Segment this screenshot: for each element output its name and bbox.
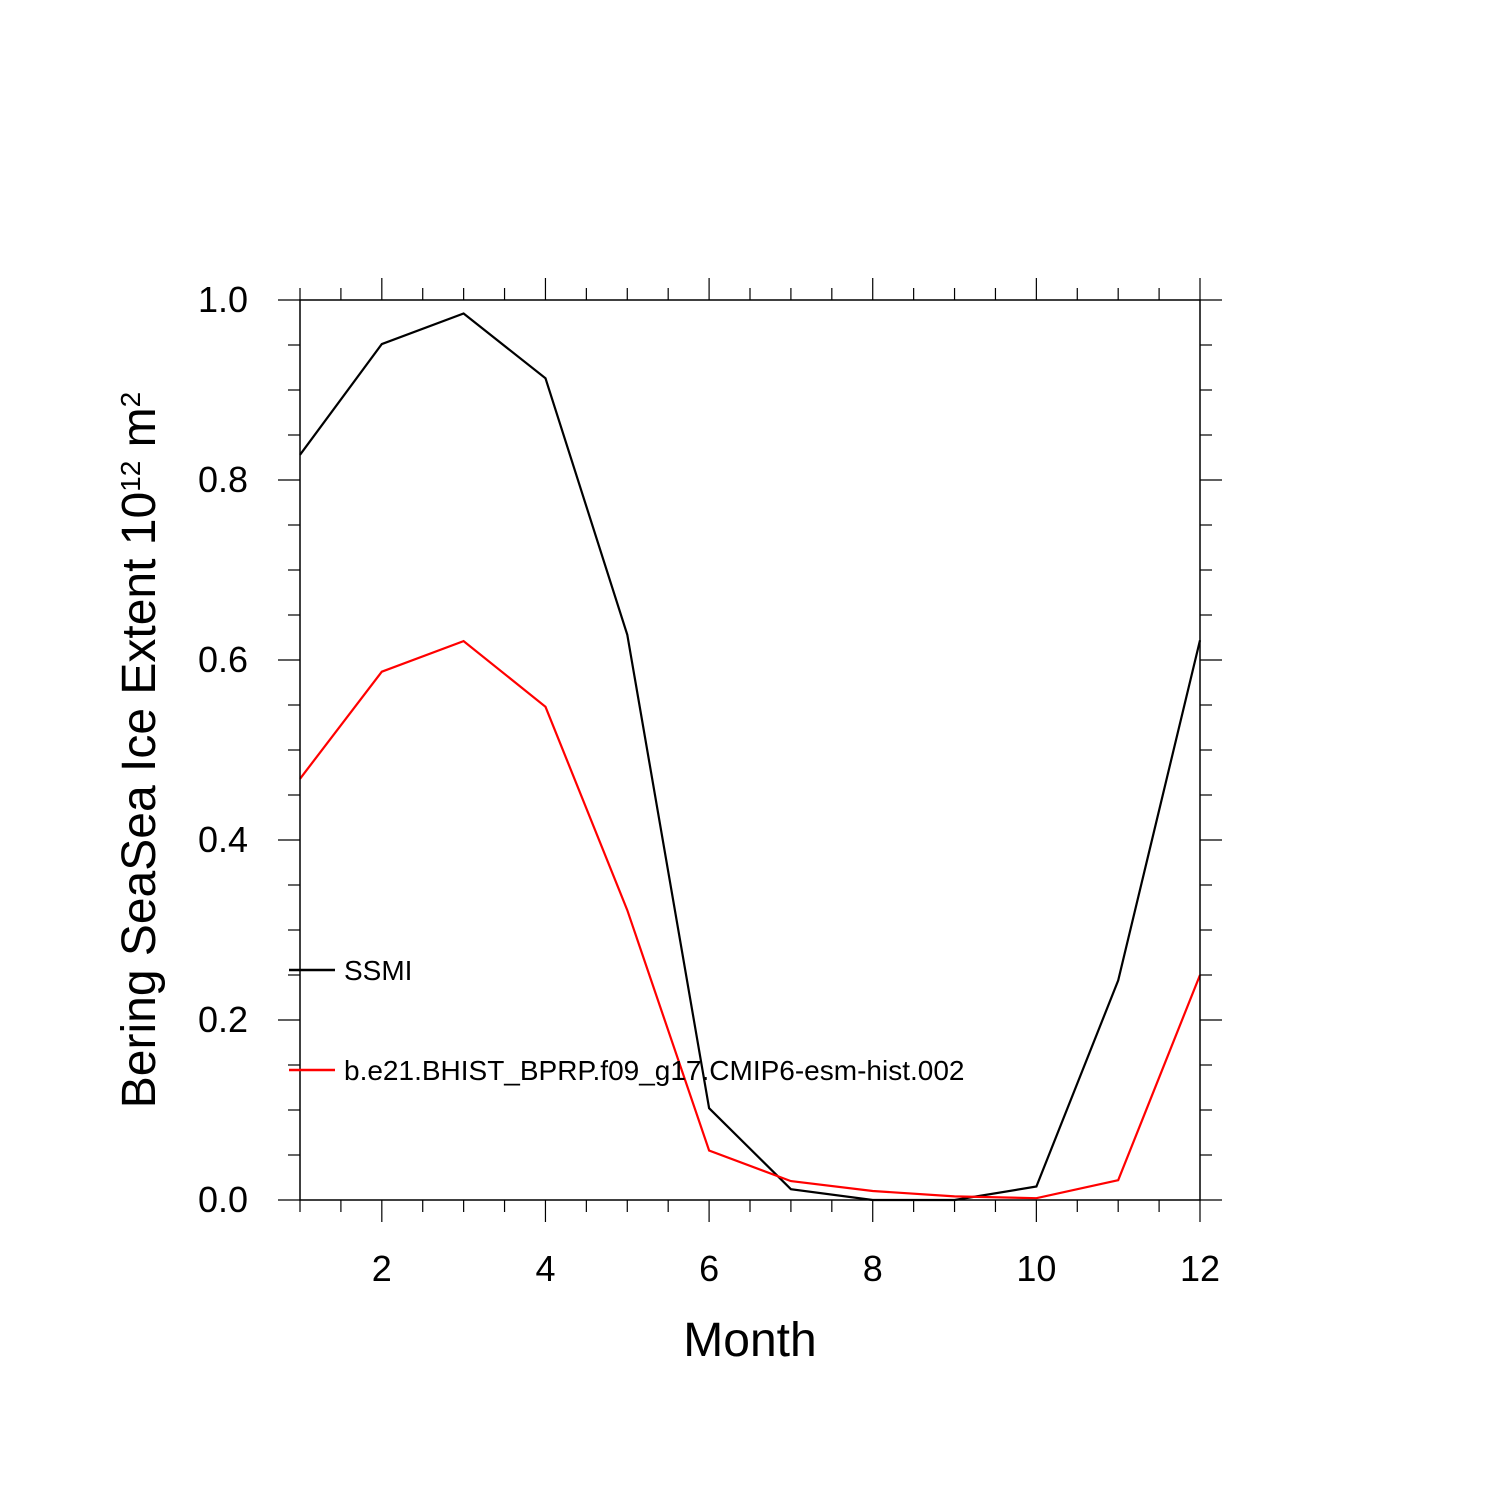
- y-axis-title-unit-exponent: 2: [115, 392, 146, 408]
- x-tick-label: 6: [699, 1248, 719, 1289]
- x-tick-label: 12: [1180, 1248, 1220, 1289]
- legend-label-model: b.e21.BHIST_BPRP.f09_g17.CMIP6-esm-hist.…: [344, 1055, 964, 1086]
- series-lines: [299, 312, 1202, 1202]
- tick-labels: 2 4 6 8 10 12 0.0 0.2 0.4 0.6 0.8 1.0: [198, 279, 1220, 1289]
- plot-frame: [299, 299, 1201, 1201]
- y-tick-label: 0.2: [198, 999, 248, 1040]
- x-axis-title: Month: [683, 1314, 816, 1367]
- y-tick-label: 0.8: [198, 459, 248, 500]
- y-axis-title-exponent: 12: [115, 461, 146, 492]
- y-tick-label: 1.0: [198, 279, 248, 320]
- y-tick-label: 0.0: [198, 1179, 248, 1220]
- y-axis-title-unit-spacer: [113, 447, 166, 460]
- axis-ticks: [278, 278, 1222, 1222]
- x-tick-label: 4: [535, 1248, 555, 1289]
- y-tick-label: 0.4: [198, 819, 248, 860]
- series-line-model: [299, 639, 1202, 1200]
- y-tick-label: 0.6: [198, 639, 248, 680]
- y-axis-title-main: Bering SeaSea Ice Extent 10: [113, 492, 166, 1108]
- y-axis-title-unit: m: [113, 407, 166, 447]
- series-line-ssmi: [299, 312, 1202, 1202]
- legend-label-ssmi: SSMI: [344, 955, 412, 986]
- x-tick-label: 10: [1016, 1248, 1056, 1289]
- x-tick-label: 2: [372, 1248, 392, 1289]
- legend: SSMI b.e21.BHIST_BPRP.f09_g17.CMIP6-esm-…: [289, 955, 964, 1086]
- x-tick-label: 8: [863, 1248, 883, 1289]
- y-axis-title: Bering SeaSea Ice Extent 1012 m2: [113, 392, 166, 1108]
